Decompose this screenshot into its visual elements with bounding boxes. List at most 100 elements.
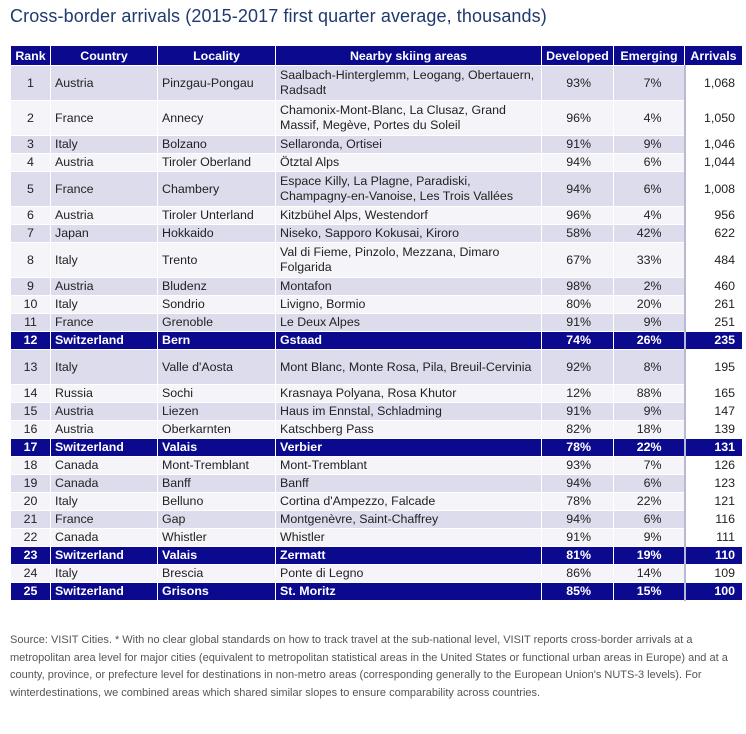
rank-cell: 5 (10, 171, 51, 207)
rank-cell: 18 (10, 456, 51, 475)
country-cell: Italy (50, 242, 158, 278)
emerging-cell: 8% (613, 349, 685, 385)
developed-cell: 93% (541, 65, 614, 101)
table-row: 6 Austria Tiroler Unterland Kitzbühel Alps,… (10, 206, 743, 225)
emerging-cell: 15% (613, 582, 685, 601)
developed-cell: 91% (541, 402, 614, 421)
arrivals-table: Rank Country Locality Nearby skiing area… (10, 45, 743, 601)
locality-cell: Bolzano (157, 135, 276, 154)
source-footnote: Source: VISIT Cities. * With no clear gl… (10, 634, 728, 699)
emerging-cell: 7% (613, 65, 685, 101)
table-row: 22 Canada Whistler Whistler 91% 9% 111 (10, 528, 743, 547)
country-cell: Italy (50, 492, 158, 511)
emerging-cell: 9% (613, 313, 685, 332)
locality-cell: Tiroler Unterland (157, 206, 276, 225)
developed-cell: 91% (541, 528, 614, 547)
areas-cell: Le Deux Alpes (275, 313, 542, 332)
country-cell: Austria (50, 277, 158, 296)
table-row: 20 Italy Belluno Cortina d'Ampezzo, Falcade… (10, 492, 743, 511)
locality-cell: Pinzgau-Pongau (157, 65, 276, 101)
table-row: 25 Switzerland Grisons St. Moritz 85% 15% 100 (10, 582, 743, 601)
emerging-cell: 9% (613, 402, 685, 421)
table-row: 1 Austria Pinzgau-Pongau Saalbach-Hintergle… (10, 65, 743, 101)
col-header-areas: Nearby skiing areas (275, 45, 542, 66)
arrivals-cell: 100 (683, 582, 743, 601)
arrivals-cell: 139 (683, 420, 743, 439)
col-header-country: Country (50, 45, 158, 66)
table-row: 5 France Chambery Espace Killy, La Plagne, … (10, 171, 743, 207)
country-cell: Italy (50, 295, 158, 314)
rank-cell: 16 (10, 420, 51, 439)
areas-cell: St. Moritz (275, 582, 542, 601)
emerging-cell: 6% (613, 171, 685, 207)
rank-cell: 21 (10, 510, 51, 529)
rank-cell: 7 (10, 224, 51, 243)
areas-cell: Verbier (275, 438, 542, 457)
country-cell: Austria (50, 65, 158, 101)
areas-cell: Niseko, Sapporo Kokusai, Kiroro (275, 224, 542, 243)
areas-cell: Banff (275, 474, 542, 493)
locality-cell: Hokkaido (157, 224, 276, 243)
locality-cell: Whistler (157, 528, 276, 547)
locality-cell: Valais (157, 438, 276, 457)
arrivals-cell: 123 (683, 474, 743, 493)
arrivals-cell: 126 (683, 456, 743, 475)
areas-cell: Cortina d'Ampezzo, Falcade (275, 492, 542, 511)
emerging-cell: 6% (613, 474, 685, 493)
areas-cell: Val di Fieme, Pinzolo, Mezzana, Dimaro F… (275, 242, 542, 278)
rank-cell: 6 (10, 206, 51, 225)
col-header-arrivals: Arrivals (684, 45, 743, 66)
developed-cell: 91% (541, 135, 614, 154)
locality-cell: Chambery (157, 171, 276, 207)
locality-cell: Trento (157, 242, 276, 278)
locality-cell: Brescia (157, 564, 276, 583)
rank-cell: 10 (10, 295, 51, 314)
table-row: 17 Switzerland Valais Verbier 78% 22% 131 (10, 438, 743, 457)
areas-cell: Gstaad (275, 331, 542, 350)
developed-cell: 80% (541, 295, 614, 314)
developed-cell: 81% (541, 546, 614, 565)
arrivals-cell: 116 (683, 510, 743, 529)
locality-cell: Sochi (157, 384, 276, 403)
areas-cell: Livigno, Bormio (275, 295, 542, 314)
emerging-cell: 6% (613, 153, 685, 172)
developed-cell: 94% (541, 153, 614, 172)
table-row: 18 Canada Mont-Tremblant Mont-Tremblant 93% 7… (10, 456, 743, 475)
developed-cell: 92% (541, 349, 614, 385)
areas-cell: Montafon (275, 277, 542, 296)
locality-cell: Bludenz (157, 277, 276, 296)
locality-cell: Tiroler Oberland (157, 153, 276, 172)
rank-cell: 25 (10, 582, 51, 601)
areas-cell: Chamonix-Mont-Blanc, La Clusaz, Grand Ma… (275, 100, 542, 136)
table-body: 1 Austria Pinzgau-Pongau Saalbach-Hintergle… (10, 65, 743, 601)
emerging-cell: 19% (613, 546, 685, 565)
emerging-cell: 9% (613, 528, 685, 547)
rank-cell: 14 (10, 384, 51, 403)
rank-cell: 4 (10, 153, 51, 172)
table-row: 16 Austria Oberkarnten Katschberg Pass 82% 18… (10, 420, 743, 439)
arrivals-cell: 110 (683, 546, 743, 565)
areas-cell: Zermatt (275, 546, 542, 565)
arrivals-cell: 1,068 (683, 65, 743, 101)
table-row: 14 Russia Sochi Krasnaya Polyana, Rosa Khut… (10, 384, 743, 403)
country-cell: Japan (50, 224, 158, 243)
country-cell: Switzerland (50, 331, 158, 350)
country-cell: Switzerland (50, 546, 158, 565)
arrivals-cell: 111 (683, 528, 743, 547)
developed-cell: 94% (541, 171, 614, 207)
areas-cell: Krasnaya Polyana, Rosa Khutor (275, 384, 542, 403)
country-cell: Italy (50, 564, 158, 583)
arrivals-cell: 251 (683, 313, 743, 332)
rank-cell: 22 (10, 528, 51, 547)
arrivals-cell: 235 (683, 331, 743, 350)
country-cell: Italy (50, 349, 158, 385)
locality-cell: Gap (157, 510, 276, 529)
rank-cell: 17 (10, 438, 51, 457)
arrivals-cell: 1,008 (683, 171, 743, 207)
table-row: 12 Switzerland Bern Gstaad 74% 26% 235 (10, 331, 743, 350)
table-row: 10 Italy Sondrio Livigno, Bormio 80% 20% 261 (10, 295, 743, 314)
areas-cell: Whistler (275, 528, 542, 547)
country-cell: Switzerland (50, 582, 158, 601)
emerging-cell: 6% (613, 510, 685, 529)
areas-cell: Mont Blanc, Monte Rosa, Pila, Breuil-Cer… (275, 349, 542, 385)
